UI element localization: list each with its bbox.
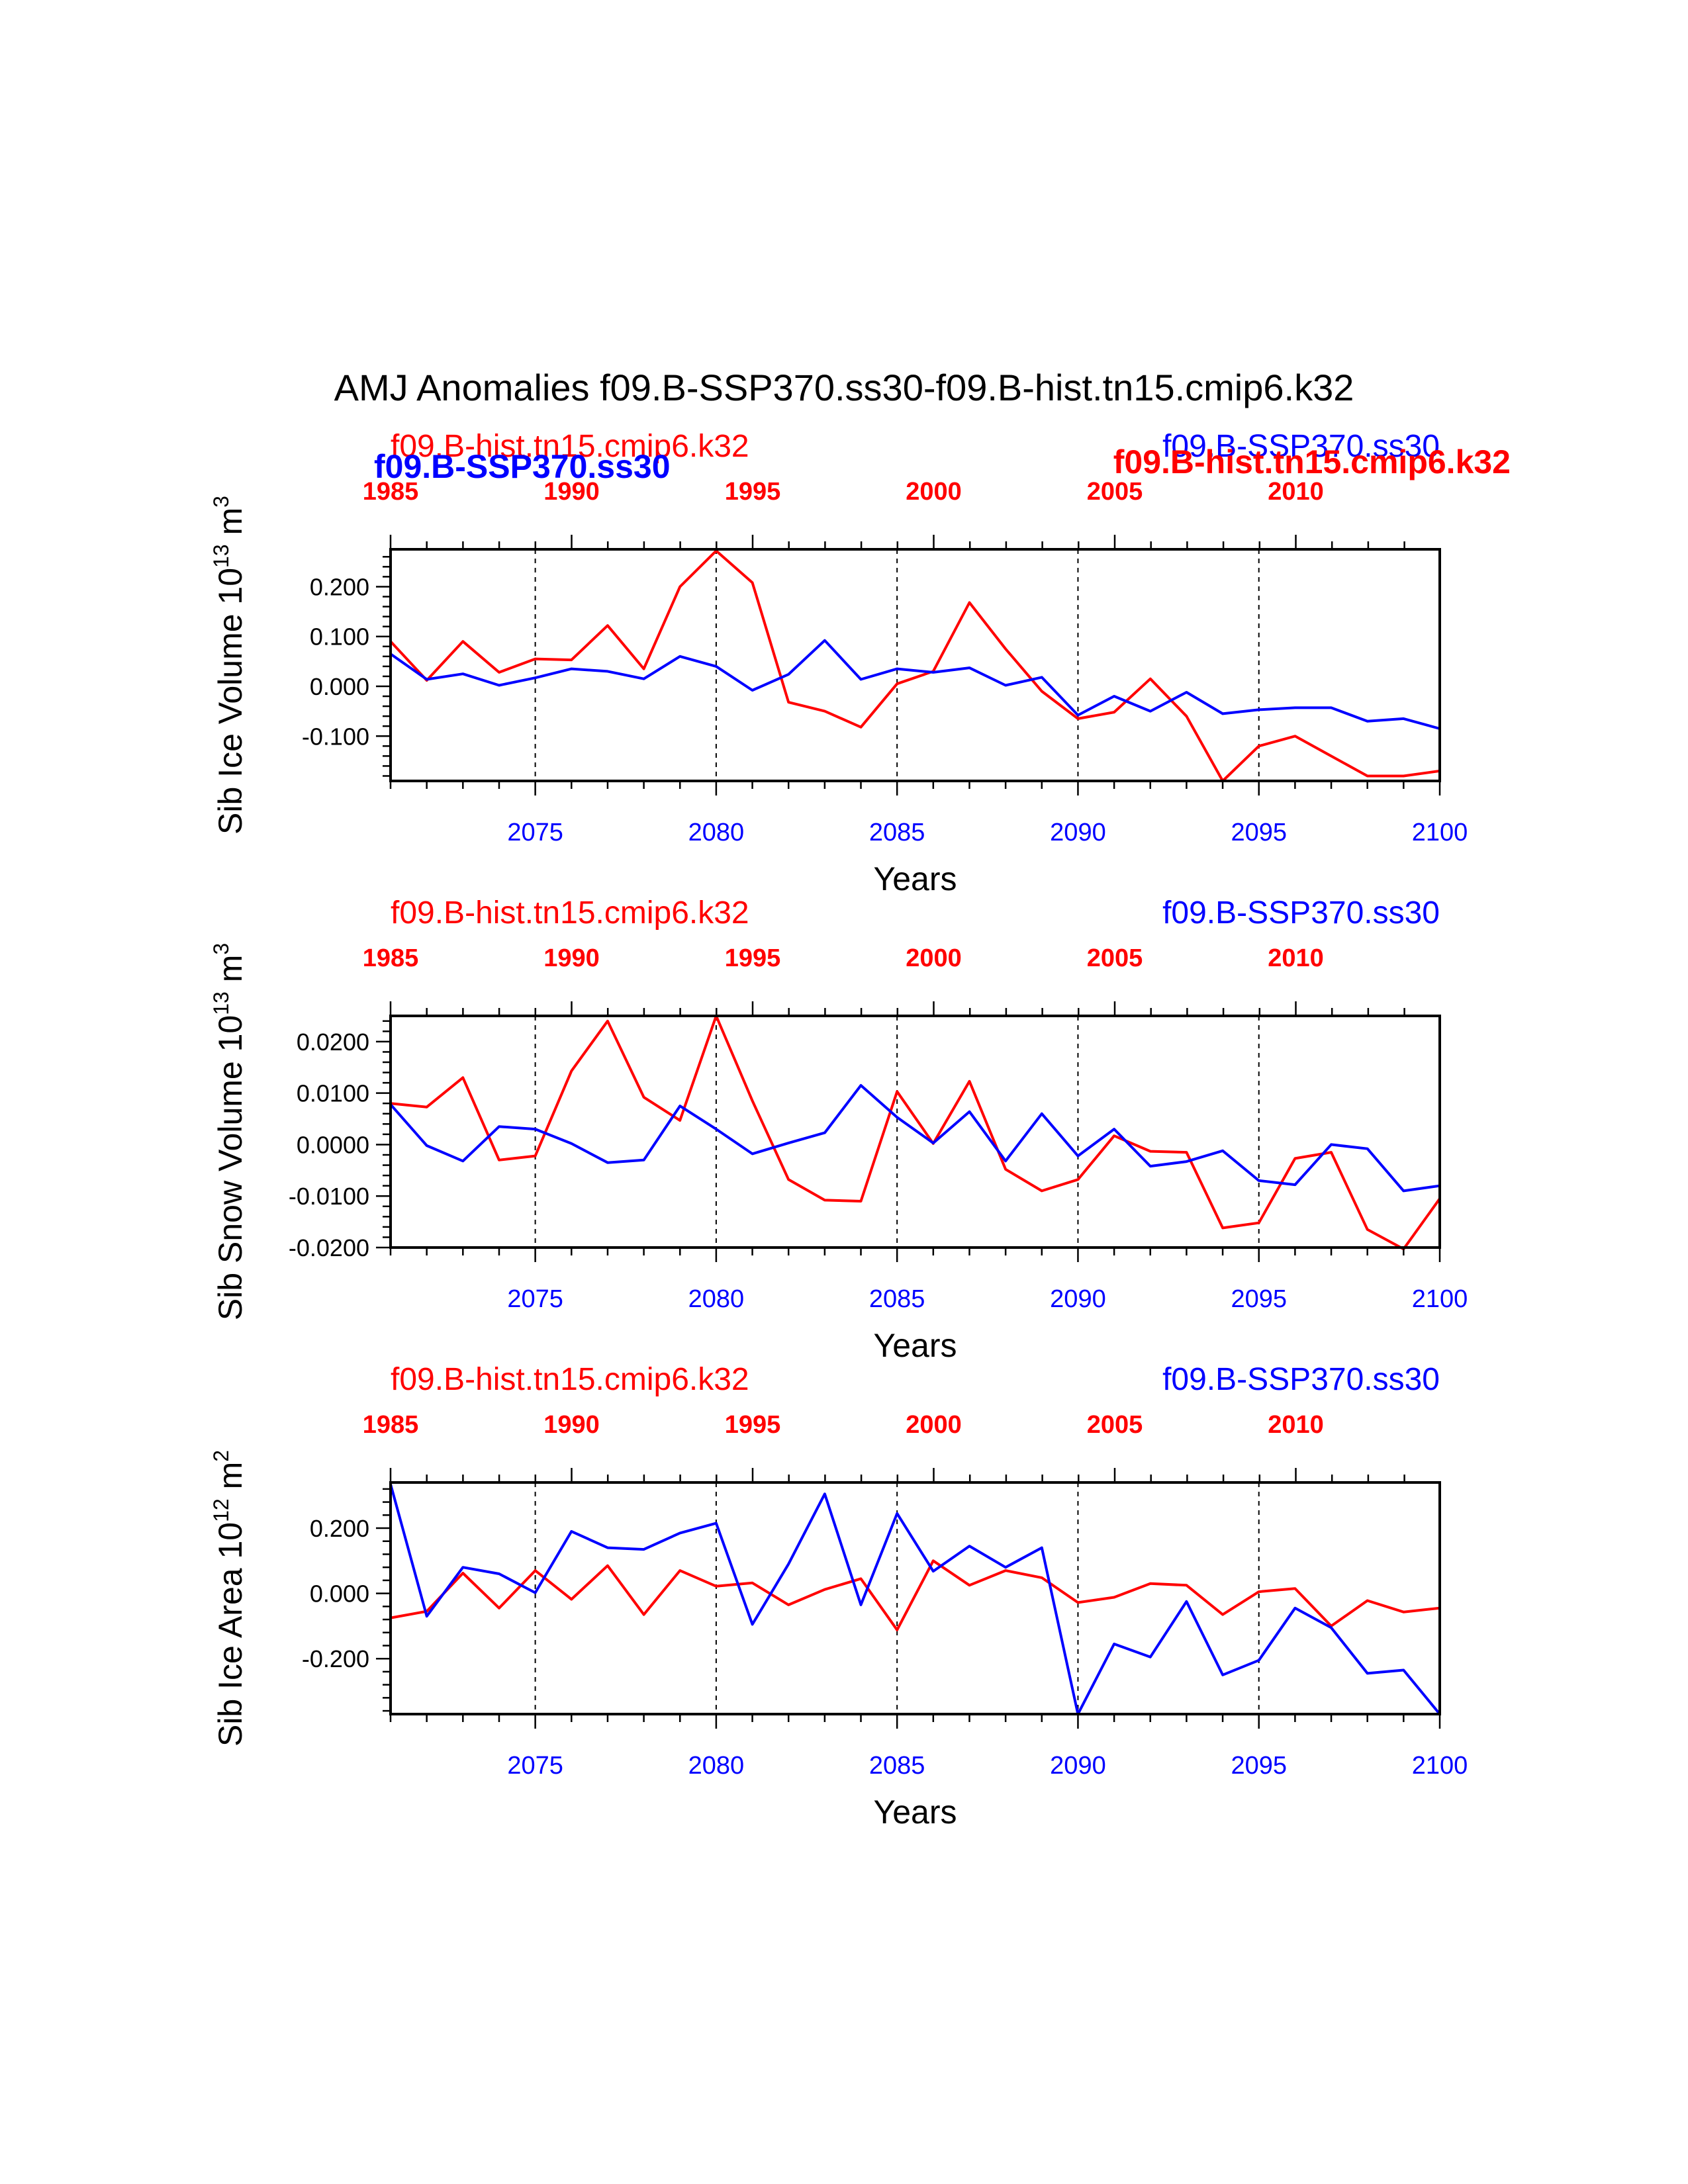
x-tick-label: 2095: [1231, 819, 1287, 846]
series-line-blue: [389, 1084, 1440, 1193]
chart-panel-2: f09.B-hist.tn15.cmip6.k32 f09.B-SSP370.ss…: [209, 895, 1468, 1364]
x-tick-label: 2090: [1050, 1285, 1106, 1313]
overlay-label-left: f09.B-SSP370.ss30: [374, 448, 671, 485]
x-tick-label: 2100: [1412, 819, 1468, 846]
chart-panel-3: f09.B-hist.tn15.cmip6.k32 f09.B-SSP370.ss…: [209, 1362, 1468, 1831]
top-tick-label: 1990: [543, 478, 600, 506]
top-tick-label: 2005: [1087, 478, 1143, 506]
y-tick-label: 0.000: [310, 673, 369, 700]
x-tick-label: 2085: [869, 1285, 925, 1313]
x-tick-label: 2095: [1231, 1285, 1287, 1313]
overlay-label-right: f09.B-hist.tn15.cmip6.k32: [1113, 443, 1511, 480]
x-tick-label: 2100: [1412, 1285, 1468, 1313]
y-tick-label: 0.0000: [297, 1131, 369, 1158]
top-tick-label: 1995: [725, 478, 781, 506]
top-tick-label: 1985: [363, 478, 419, 506]
series-line-blue: [389, 639, 1440, 730]
top-tick-label: 2000: [906, 478, 962, 506]
y-axis-label: Sib Snow Volume 1013 m3: [209, 943, 249, 1320]
y-tick-label: -0.200: [302, 1645, 369, 1672]
plot-frame: [389, 1481, 1441, 1715]
top-tick-label: 1995: [725, 944, 781, 972]
y-tick-label: -0.0200: [289, 1234, 369, 1261]
top-tick-label: 1985: [363, 944, 419, 972]
top-tick-label: 1990: [543, 1411, 600, 1439]
x-tick-label: 2075: [507, 819, 563, 846]
x-tick-label: 2090: [1050, 819, 1106, 846]
x-tick-label: 2080: [688, 1285, 745, 1313]
top-tick-label: 2000: [906, 944, 962, 972]
x-tick-label: 2075: [507, 1285, 563, 1313]
x-tick-label: 2085: [869, 819, 925, 846]
panel-label-right: f09.B-SSP370.ss30: [1162, 429, 1440, 464]
x-axis-label: Years: [873, 1327, 957, 1364]
panel-label-right: f09.B-SSP370.ss30: [1162, 895, 1440, 931]
x-tick-label: 2085: [869, 1752, 925, 1780]
panel-label-left: f09.B-hist.tn15.cmip6.k32: [391, 895, 749, 931]
top-tick-label: 1990: [543, 944, 600, 972]
series-line-blue: [389, 1483, 1441, 1715]
top-tick-label: 2000: [906, 1411, 962, 1439]
y-tick-label: 0.0200: [297, 1028, 369, 1056]
series-line-red: [389, 549, 1440, 782]
top-tick-label: 2010: [1268, 944, 1324, 972]
figure-title: AMJ Anomalies f09.B-SSP370.ss30-f09.B-hi…: [334, 367, 1354, 408]
plot-frame: [389, 548, 1441, 782]
x-axis-label: Years: [873, 1794, 957, 1831]
panel-label-left: f09.B-hist.tn15.cmip6.k32: [391, 429, 749, 464]
top-tick-label: 1985: [363, 1411, 419, 1439]
top-tick-label: 2010: [1268, 1411, 1324, 1439]
x-tick-label: 2095: [1231, 1752, 1287, 1780]
top-tick-label: 1995: [725, 1411, 781, 1439]
y-tick-label: -0.0100: [289, 1183, 369, 1210]
y-axis-label: Sib Ice Volume 1013 m3: [209, 496, 249, 835]
series-line-red: [390, 1015, 1441, 1251]
chart-panel-1: f09.B-hist.tn15.cmip6.k32 f09.B-SSP370.ss…: [209, 429, 1468, 897]
x-tick-label: 2100: [1412, 1752, 1468, 1780]
x-tick-label: 2080: [688, 819, 745, 846]
plot-frame: [389, 1015, 1441, 1249]
series-line-red: [390, 1559, 1440, 1631]
top-tick-label: 2005: [1087, 944, 1143, 972]
panel-label-left: f09.B-hist.tn15.cmip6.k32: [391, 1362, 749, 1397]
x-tick-label: 2090: [1050, 1752, 1106, 1780]
top-tick-label: 2005: [1087, 1411, 1143, 1439]
x-tick-label: 2080: [688, 1752, 745, 1780]
panel-label-right: f09.B-SSP370.ss30: [1162, 1362, 1440, 1397]
y-tick-label: 0.000: [310, 1580, 369, 1608]
y-tick-label: 0.200: [310, 1515, 369, 1542]
y-tick-label: 0.0100: [297, 1080, 369, 1107]
y-tick-label: -0.100: [302, 723, 369, 750]
x-axis-label: Years: [873, 860, 957, 897]
x-tick-label: 2075: [507, 1752, 563, 1780]
top-tick-label: 2010: [1268, 478, 1324, 506]
y-tick-label: 0.100: [310, 623, 369, 651]
y-tick-label: 0.200: [310, 573, 369, 600]
y-axis-label: Sib Ice Area 1012 m2: [209, 1450, 249, 1747]
